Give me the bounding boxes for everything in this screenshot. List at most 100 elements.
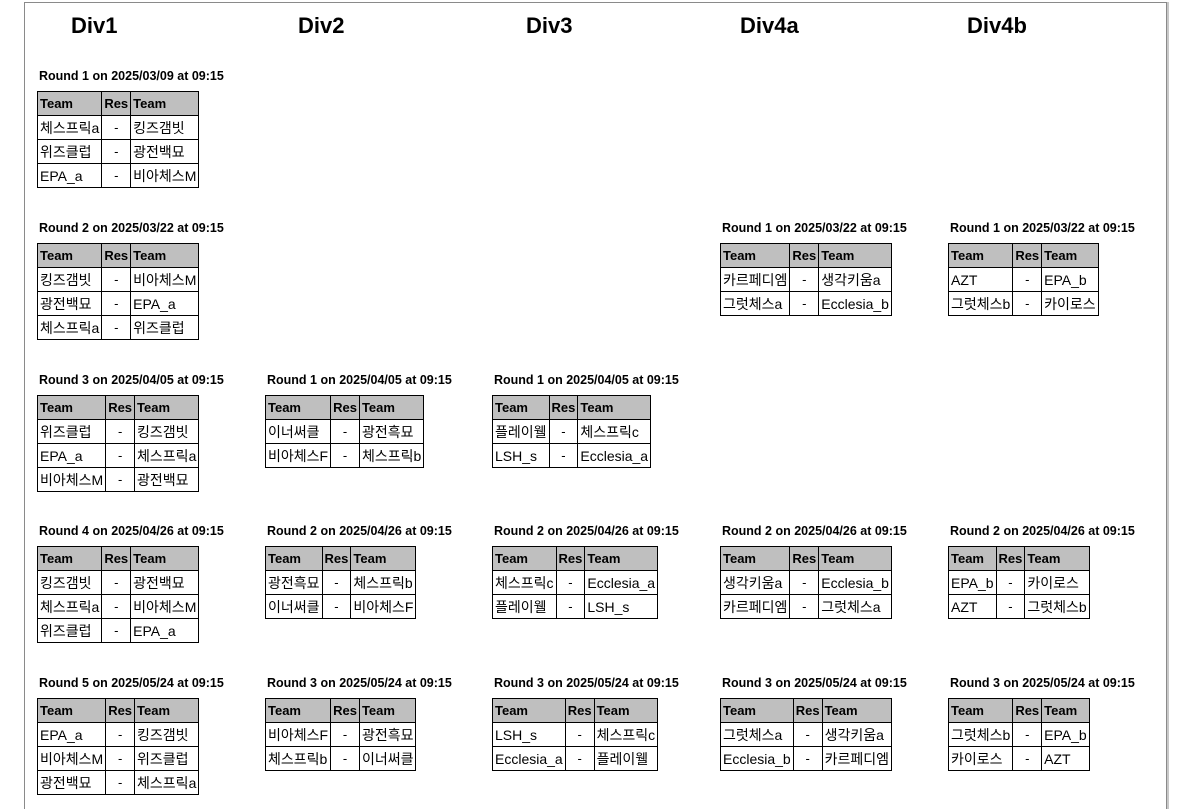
result-cell: - [564,746,595,771]
match-row: 카르페디엠 - 그럿체스a [719,594,892,619]
home-team-cell: EPA_b [948,570,997,595]
res-header: Res [1012,698,1043,723]
match-row: 이너써클 - 광전흑묘 [264,419,425,444]
match-row: 카르페디엠 - 생각키움a [719,267,892,292]
home-team-cell: AZT [948,594,997,619]
res-header: Res [555,546,586,571]
away-team-cell: 그럿체스b [1024,594,1090,619]
round-title: Round 1 on 2025/03/22 at 09:15 [950,221,1135,235]
away-team-cell: Ecclesia_a [584,570,659,595]
match-row: 비아체스M - 위즈클럽 [36,746,200,771]
home-team-cell: 플레이웰 [492,419,550,444]
away-team-cell: 생각키움a [821,722,892,747]
match-row: EPA_a - 비아체스M [36,163,200,188]
home-team-cell: EPA_a [36,443,107,468]
result-cell: - [1012,267,1043,292]
header-row: Team Res Team [36,395,200,420]
round-table: Team Res Team 킹즈갬빗 - 비아체스M 광전백묘 - EPA_a 체스프릭a - 위즈클… [36,243,200,340]
match-row: 그럿체스a - 생각키움a [720,722,892,747]
result-cell: - [105,467,136,492]
away-team-cell: 킹즈갬빗 [130,115,200,140]
round-table: Team Res Team EPA_a - 킹즈갬빗 비아체스M - 위즈클럽 광전백묘 - 체스프릭… [36,698,200,795]
home-team-cell: EPA_a [36,163,103,188]
team-header: Team [358,395,425,420]
home-team-cell: 체스프릭a [36,315,103,340]
home-team-cell: 위즈클럽 [36,618,103,643]
home-team-cell: 카르페디엠 [719,267,791,292]
result-cell: - [101,163,132,188]
division-header-div2: Div2 [298,13,345,38]
match-row: LSH_s - Ecclesia_a [492,443,652,468]
round-title: Round 3 on 2025/05/24 at 09:15 [494,676,679,690]
res-header: Res [101,91,132,116]
team-header: Team [948,546,997,571]
result-cell: - [548,419,579,444]
home-team-cell: 그럿체스b [947,291,1014,316]
away-team-cell: EPA_b [1041,267,1099,292]
result-cell: - [101,291,132,316]
away-team-cell: 그럿체스a [818,594,892,619]
res-header: Res [330,395,360,420]
away-team-cell: 비아체스M [130,163,200,188]
result-cell: - [105,419,136,444]
page-frame [24,2,1167,809]
round-table: Team Res Team LSH_s - 체스프릭c Ecclesia_a - 플레이웰 [492,698,659,771]
result-cell: - [330,419,360,444]
res-header: Res [105,395,136,420]
result-cell: - [555,570,586,595]
header-row: Team Res Team [36,91,200,116]
team-header: Team [36,698,107,723]
result-cell: - [330,746,360,771]
res-header: Res [548,395,579,420]
match-row: 플레이웰 - LSH_s [492,594,659,619]
away-team-cell: 광전백묘 [130,570,200,595]
result-cell: - [789,570,820,595]
team-header: Team [593,698,659,723]
res-header: Res [321,546,352,571]
result-cell: - [330,443,360,468]
round-title: Round 2 on 2025/04/26 at 09:15 [950,524,1135,538]
away-team-cell: 위즈클럽 [130,315,200,340]
match-row: 그럿체스a - Ecclesia_b [719,291,892,316]
round-title: Round 3 on 2025/05/24 at 09:15 [950,676,1135,690]
away-team-cell: 비아체스F [350,594,417,619]
result-cell: - [321,570,352,595]
page-shadow [1167,2,1169,809]
home-team-cell: 이너써클 [265,594,323,619]
match-row: 그럿체스b - 카이로스 [947,291,1099,316]
round-title: Round 3 on 2025/05/24 at 09:15 [267,676,452,690]
match-row: Ecclesia_b - 카르페디엠 [720,746,892,771]
home-team-cell: EPA_a [36,722,107,747]
result-cell: - [105,722,136,747]
home-team-cell: LSH_s [492,722,566,747]
result-cell: - [101,618,132,643]
round-title: Round 1 on 2025/03/09 at 09:15 [39,69,224,83]
away-team-cell: 플레이웰 [593,746,659,771]
team-header: Team [36,546,103,571]
team-header: Team [1024,546,1090,571]
round-title: Round 5 on 2025/05/24 at 09:15 [39,676,224,690]
team-header: Team [358,698,417,723]
team-header: Team [818,546,892,571]
result-cell: - [995,594,1026,619]
team-header: Team [36,395,107,420]
match-row: 비아체스F - 광전흑묘 [264,722,417,747]
round-table: Team Res Team 체스프릭a - 킹즈갬빗 위즈클럽 - 광전백묘 EPA_a - 비아체스… [36,91,200,188]
match-row: 플레이웰 - 체스프릭c [492,419,652,444]
result-cell: - [105,770,136,795]
result-cell: - [105,746,136,771]
header-row: Team Res Team [720,698,892,723]
round-table: Team Res Team 킹즈갬빗 - 광전백묘 체스프릭a - 비아체스M 위즈클럽 - EPA_… [36,546,200,643]
home-team-cell: 킹즈갬빗 [36,267,103,292]
round-table: Team Res Team 체스프릭c - Ecclesia_a 플레이웰 - LSH_s [492,546,659,619]
match-row: 광전흑묘 - 체스프릭b [265,570,417,595]
team-header: Team [1041,698,1090,723]
home-team-cell: 광전백묘 [36,770,107,795]
team-header: Team [130,546,200,571]
round-table: Team Res Team 위즈클럽 - 킹즈갬빗 EPA_a - 체스프릭a 비아체스M - 광전백… [36,395,200,492]
match-row: EPA_a - 킹즈갬빗 [36,722,200,747]
home-team-cell: 체스프릭a [36,594,103,619]
home-team-cell: AZT [947,267,1014,292]
match-row: 광전백묘 - 체스프릭a [36,770,200,795]
round-title: Round 3 on 2025/05/24 at 09:15 [722,676,907,690]
